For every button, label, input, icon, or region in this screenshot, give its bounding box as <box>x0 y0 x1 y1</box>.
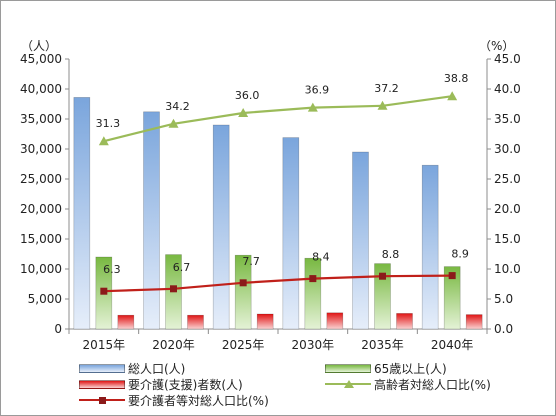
right-axis-tick-label: 5.0 <box>494 292 513 306</box>
legend-item-care-required: 要介護(支援)者数(人) <box>79 376 325 393</box>
x-axis-tick-label: 2030年 <box>292 338 335 352</box>
marker-care-ratio <box>170 285 177 293</box>
legend-swatch-total-population <box>79 363 125 373</box>
bar-65-and-over <box>234 254 252 330</box>
marker-elderly-ratio <box>98 136 109 146</box>
legend-item-total-population: 総人口(人) <box>79 360 325 377</box>
data-label-care-ratio: 6.7 <box>173 261 191 274</box>
left-axis-tick-label: 35,000 <box>20 112 62 126</box>
line-elderly-ratio <box>103 95 453 143</box>
bar-65-and-over <box>304 257 322 330</box>
x-axis-tick-label: 2040年 <box>431 338 474 352</box>
right-axis-tick-label: 20.0 <box>494 202 521 216</box>
left-axis-tick-label: 5,000 <box>28 292 62 306</box>
bar-care-required <box>187 314 204 330</box>
right-axis-unit-label: （%） <box>479 39 514 53</box>
data-label-care-ratio: 7.7 <box>242 255 260 268</box>
data-label-care-ratio: 8.4 <box>312 251 330 264</box>
left-axis-tick-label: 15,000 <box>20 232 62 246</box>
left-axis-tick-label: 25,000 <box>20 172 62 186</box>
legend-label-total-population: 総人口(人) <box>128 361 186 376</box>
right-axis-tick-label: 15.0 <box>494 232 521 246</box>
marker-care-ratio <box>309 275 317 283</box>
left-axis-tick-label: 20,000 <box>20 202 62 216</box>
x-axis-tick-label: 2020年 <box>152 338 195 352</box>
bar-total-population <box>212 124 230 330</box>
data-label-care-ratio: 8.9 <box>451 248 469 261</box>
data-label-care-ratio: 6.3 <box>103 263 121 276</box>
data-label-elderly-ratio: 34.2 <box>165 100 190 113</box>
legend-label-65-and-over: 65歳以上(人) <box>374 361 447 376</box>
bar-care-required <box>326 312 344 330</box>
marker-care-ratio <box>379 272 386 280</box>
x-axis-tick-label: 2025年 <box>222 338 265 352</box>
left-axis-tick-label: 30,000 <box>20 142 62 156</box>
bar-care-required <box>465 314 483 330</box>
data-label-elderly-ratio: 36.0 <box>235 89 260 102</box>
data-label-elderly-ratio: 37.2 <box>374 82 399 95</box>
legend-label-elderly-ratio: 高齢者対総人口比(%) <box>374 377 491 392</box>
right-axis-tick-label: 10.0 <box>494 262 521 276</box>
right-axis-tick-label: 30.0 <box>494 142 521 156</box>
data-label-elderly-ratio: 31.3 <box>96 117 121 130</box>
data-label-elderly-ratio: 36.9 <box>305 84 330 97</box>
legend-label-care-ratio: 要介護者等対総人口比(%) <box>128 393 269 408</box>
left-axis-unit-label: （人） <box>21 39 57 53</box>
left-axis-tick-label: 0 <box>54 322 62 336</box>
marker-elderly-ratio <box>168 118 179 128</box>
legend-swatch-elderly-ratio <box>325 379 371 389</box>
marker-elderly-ratio <box>307 102 318 112</box>
right-axis-tick-label: 0.0 <box>494 322 513 336</box>
legend-item-elderly-ratio: 高齢者対総人口比(%) <box>325 376 491 393</box>
legend-swatch-care-required <box>79 379 125 389</box>
right-axis-tick-label: 35.0 <box>494 112 521 126</box>
marker-care-ratio <box>100 287 108 295</box>
line-care-ratio <box>103 274 453 293</box>
data-label-elderly-ratio: 38.8 <box>444 72 469 85</box>
bar-total-population <box>143 111 160 330</box>
data-label-care-ratio: 8.8 <box>382 248 400 261</box>
legend-swatch-65-and-over <box>325 363 371 373</box>
left-axis-tick-label: 40,000 <box>20 82 62 96</box>
marker-elderly-ratio <box>377 100 388 110</box>
x-axis-tick-label: 2015年 <box>83 338 126 352</box>
bar-care-required <box>396 313 413 330</box>
legend-item-care-ratio: 要介護者等対総人口比(%) <box>79 392 325 409</box>
bar-total-population <box>73 97 91 330</box>
marker-elderly-ratio <box>447 91 458 101</box>
marker-care-ratio <box>239 279 247 287</box>
bar-total-population <box>352 151 369 330</box>
bar-total-population <box>282 137 300 330</box>
bar-65-and-over <box>374 263 391 330</box>
marker-elderly-ratio <box>238 108 249 117</box>
legend-item-65-and-over: 65歳以上(人) <box>325 360 447 377</box>
x-axis-tick-label: 2035年 <box>361 338 404 352</box>
legend-swatch-care-ratio <box>79 395 125 405</box>
left-axis-tick-label: 45,000 <box>20 52 62 66</box>
bar-65-and-over <box>443 266 461 330</box>
bar-care-required <box>256 313 274 330</box>
bar-care-required <box>117 314 135 330</box>
marker-care-ratio <box>448 272 456 280</box>
bar-total-population <box>421 164 439 330</box>
right-axis-tick-label: 40.0 <box>494 82 521 96</box>
right-axis-tick-label: 25.0 <box>494 172 521 186</box>
right-axis-tick-label: 45.0 <box>494 52 521 66</box>
legend-label-care-required: 要介護(支援)者数(人) <box>128 377 243 392</box>
left-axis-tick-label: 10,000 <box>20 262 62 276</box>
chart-legend: 総人口(人) 65歳以上(人) 要介護(支援)者数(人) 高齢者対総人口比(%)… <box>79 360 519 408</box>
